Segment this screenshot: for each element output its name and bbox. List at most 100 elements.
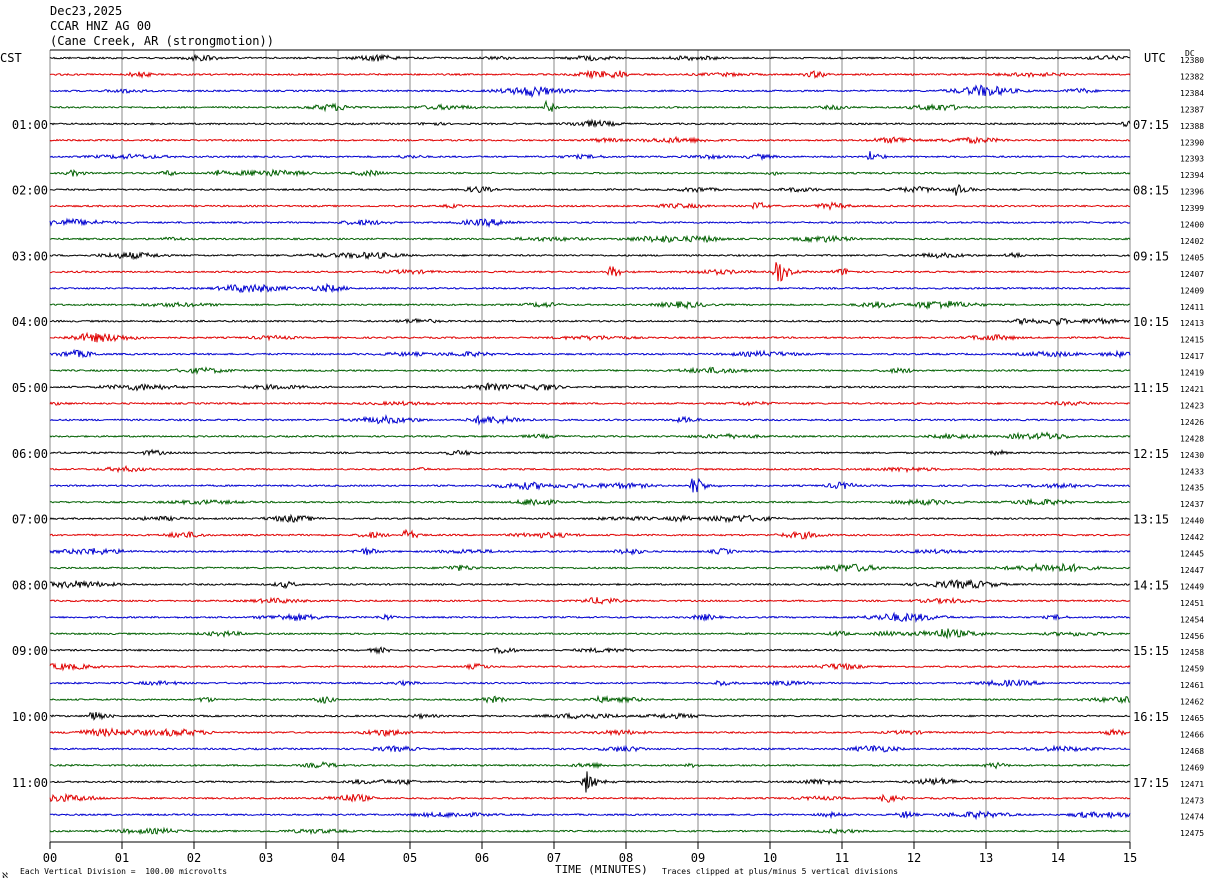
dc-offset-label: 12456 xyxy=(1180,632,1204,641)
trace-36 xyxy=(49,646,1131,655)
dc-offset-label: 12394 xyxy=(1180,171,1204,180)
left-hour-label: 10:00 xyxy=(12,710,48,724)
dc-offset-label: 12405 xyxy=(1180,253,1204,262)
dc-offset-label: 12468 xyxy=(1180,747,1204,756)
dc-offset-label: 12423 xyxy=(1180,401,1204,410)
clip-note: Traces clipped at plus/minus 5 vertical … xyxy=(662,867,899,876)
left-hour-label: 05:00 xyxy=(12,381,48,395)
dc-offset-label: 12419 xyxy=(1180,369,1204,378)
trace-15 xyxy=(49,300,1131,310)
dc-offset-label: 12396 xyxy=(1180,188,1204,197)
dc-offset-label: 12411 xyxy=(1180,303,1204,312)
trace-44 xyxy=(49,771,1131,793)
right-hour-label: 15:15 xyxy=(1133,644,1169,658)
dc-offset-label: 12475 xyxy=(1180,829,1204,838)
dc-offset-label: 12459 xyxy=(1180,665,1204,674)
trace-40 xyxy=(49,711,1131,721)
trace-2 xyxy=(49,84,1131,99)
x-axis: 00 01 02 03 04 05 06 07 08 09 10 11 12 13 14 15 xyxy=(43,841,1137,865)
trace-24 xyxy=(50,448,1131,457)
dc-offset-label: 12471 xyxy=(1180,780,1204,789)
trace-18 xyxy=(49,348,1131,359)
dc-offset-label: 12399 xyxy=(1180,204,1204,213)
trace-21 xyxy=(49,400,1130,407)
right-hour-label: 13:15 xyxy=(1133,513,1169,527)
trace-34 xyxy=(49,611,1131,623)
date-label: Dec23,2025 xyxy=(50,4,123,18)
trace-29 xyxy=(49,528,1131,541)
trace-25 xyxy=(49,464,1131,474)
trace-37 xyxy=(49,662,1131,672)
dc-offset-label: 12466 xyxy=(1180,730,1204,739)
dc-offset-label: 12407 xyxy=(1180,270,1204,279)
trace-23 xyxy=(49,431,1131,441)
trace-28 xyxy=(49,513,1131,524)
dc-offset-label: 12474 xyxy=(1180,813,1204,822)
trace-30 xyxy=(49,546,1131,556)
corner-mark: ℵ xyxy=(2,871,8,880)
x-tick-label: 00 xyxy=(43,851,57,865)
dc-offset-label: 12426 xyxy=(1180,418,1204,427)
dc-offset-label: 12388 xyxy=(1180,122,1204,131)
x-tick-label: 15 xyxy=(1123,851,1137,865)
x-tick-label: 07 xyxy=(547,851,561,865)
left-hour-label: 08:00 xyxy=(12,578,48,592)
x-tick-label: 04 xyxy=(331,851,345,865)
trace-19 xyxy=(49,366,1131,375)
dc-offset-label: 12400 xyxy=(1180,221,1204,230)
dc-offset-label: 12447 xyxy=(1180,566,1204,575)
trace-7 xyxy=(49,168,1131,178)
dc-offset-label: 12428 xyxy=(1180,434,1204,443)
dc-offset-labels: 12380 12382 12384 12387 12388 12390 12393 12394… xyxy=(1180,56,1204,838)
trace-42 xyxy=(49,744,1131,753)
dc-offset-label: 12382 xyxy=(1180,72,1204,81)
trace-12 xyxy=(49,251,1131,261)
trace-6 xyxy=(49,151,1131,161)
right-hour-label: 11:15 xyxy=(1133,381,1169,395)
dc-offset-label: 12421 xyxy=(1180,385,1204,394)
dc-offset-label: 12454 xyxy=(1180,615,1204,624)
right-hour-label: 09:15 xyxy=(1133,249,1169,263)
trace-46 xyxy=(49,810,1131,821)
dc-offset-label: 12473 xyxy=(1180,796,1204,805)
dc-offset-label: 12415 xyxy=(1180,336,1204,345)
left-hour-label: 09:00 xyxy=(12,644,48,658)
hour-labels: 01:00 07:15 02:00 08:15 03:00 09:15 04:00 10:15… xyxy=(12,118,1169,790)
dc-offset-label: 12435 xyxy=(1180,484,1204,493)
x-tick-label: 11 xyxy=(835,851,849,865)
trace-8 xyxy=(49,183,1131,196)
dc-offset-label: 12402 xyxy=(1180,237,1204,246)
x-axis-title: TIME (MINUTES) xyxy=(555,863,648,876)
x-tick-label: 05 xyxy=(403,851,417,865)
trace-11 xyxy=(49,234,1131,244)
dc-offset-label: 12384 xyxy=(1180,89,1204,98)
right-hour-label: 07:15 xyxy=(1133,118,1169,132)
left-hour-label: 03:00 xyxy=(12,249,48,263)
trace-43 xyxy=(49,760,1130,770)
trace-16 xyxy=(49,317,1131,327)
dc-label: DC xyxy=(1185,49,1195,58)
station-label: CCAR HNZ AG 00 xyxy=(50,19,152,33)
trace-33 xyxy=(49,596,1131,605)
trace-39 xyxy=(49,694,1131,705)
dc-offset-label: 12390 xyxy=(1180,138,1204,147)
minute-grid xyxy=(49,49,1131,842)
dc-offset-label: 12409 xyxy=(1180,286,1204,295)
trace-0 xyxy=(49,53,1131,63)
dc-offset-label: 12430 xyxy=(1180,451,1204,460)
x-tick-label: 13 xyxy=(979,851,993,865)
right-hour-label: 16:15 xyxy=(1133,710,1169,724)
trace-35 xyxy=(49,628,1131,640)
trace-26 xyxy=(49,477,1131,493)
dc-offset-label: 12393 xyxy=(1180,155,1204,164)
dc-offset-label: 12461 xyxy=(1180,681,1204,690)
x-tick-label: 10 xyxy=(763,851,777,865)
left-hour-label: 06:00 xyxy=(12,447,48,461)
right-hour-label: 14:15 xyxy=(1133,578,1169,592)
trace-20 xyxy=(49,382,1131,392)
trace-41 xyxy=(49,727,1131,738)
dc-offset-label: 12433 xyxy=(1180,467,1204,476)
right-hour-label: 12:15 xyxy=(1133,447,1169,461)
trace-14 xyxy=(49,282,1130,294)
